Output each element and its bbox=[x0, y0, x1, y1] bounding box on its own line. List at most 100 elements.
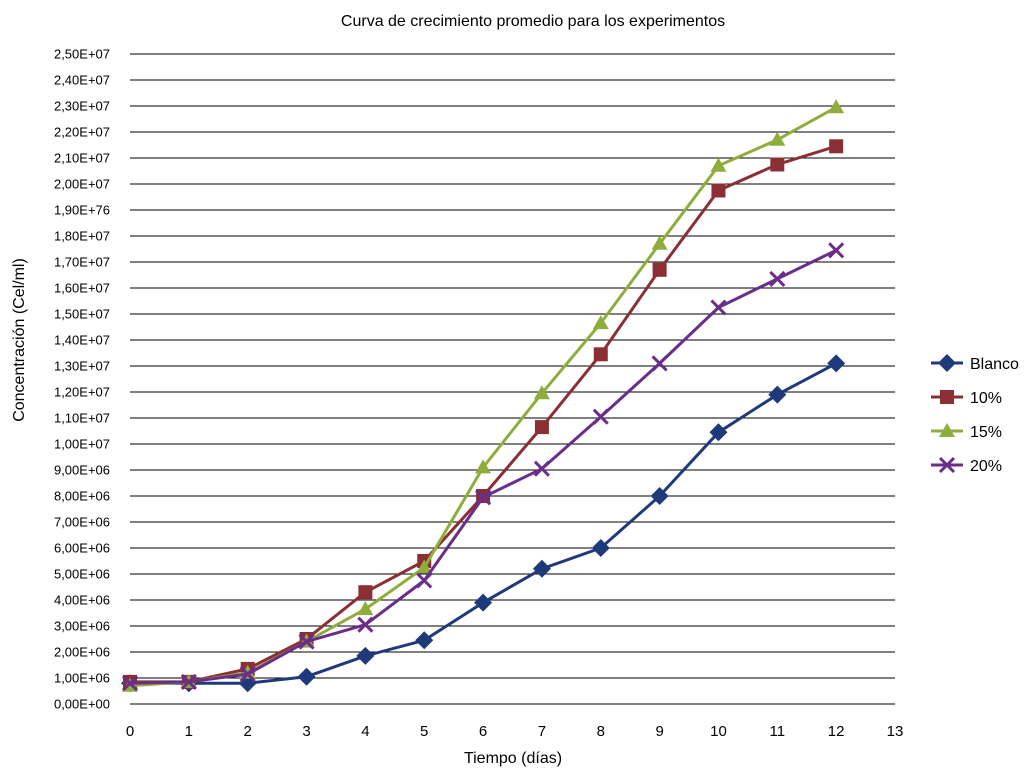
y-tick-label: 9,00E+06 bbox=[54, 463, 110, 478]
marker-stroke bbox=[828, 242, 845, 259]
x-tick-label: 5 bbox=[420, 723, 428, 740]
y-tick-label: 3,00E+06 bbox=[54, 619, 110, 634]
data-point-15pct bbox=[769, 131, 786, 146]
legend-label: 15% bbox=[970, 424, 1002, 441]
data-point-15pct bbox=[828, 99, 845, 114]
data-point-10pct bbox=[358, 585, 373, 600]
data-point-blanco bbox=[709, 423, 728, 442]
x-tick-label: 12 bbox=[828, 723, 845, 740]
x-tick-label: 7 bbox=[538, 723, 546, 740]
data-point-10pct bbox=[534, 420, 549, 435]
y-tick-label: 1,60E+07 bbox=[54, 281, 110, 296]
y-tick-label: 2,50E+07 bbox=[54, 47, 110, 62]
data-point-20pct bbox=[592, 408, 609, 425]
y-tick-label: 1,20E+07 bbox=[54, 385, 110, 400]
series-20pct bbox=[121, 242, 845, 692]
x-tick-label: 8 bbox=[597, 723, 605, 740]
data-point-20pct bbox=[651, 355, 668, 372]
data-point-10pct bbox=[652, 262, 667, 277]
series-blanco bbox=[121, 354, 846, 693]
marker-stroke bbox=[533, 460, 550, 477]
data-point-10pct bbox=[829, 139, 844, 154]
data-point-blanco bbox=[827, 354, 846, 373]
y-tick-label: 1,70E+07 bbox=[54, 255, 110, 270]
marker-stroke bbox=[769, 270, 786, 287]
legend-marker bbox=[940, 390, 954, 404]
y-tick-label: 5,00E+06 bbox=[54, 567, 110, 582]
marker-stroke bbox=[475, 489, 492, 506]
y-tick-label: 1,10E+07 bbox=[54, 411, 110, 426]
data-point-20pct bbox=[357, 616, 374, 633]
y-tick-label: 1,30E+07 bbox=[54, 359, 110, 374]
data-point-20pct bbox=[475, 489, 492, 506]
data-point-20pct bbox=[769, 270, 786, 287]
data-point-15pct bbox=[416, 559, 433, 574]
data-point-15pct bbox=[651, 235, 668, 250]
legend-label: 20% bbox=[970, 458, 1002, 475]
data-point-blanco bbox=[532, 559, 551, 578]
data-point-15pct bbox=[475, 459, 492, 474]
series-layer bbox=[121, 99, 846, 693]
data-point-20pct bbox=[121, 675, 139, 692]
data-point-20pct bbox=[828, 242, 845, 259]
data-point-15pct bbox=[533, 385, 550, 400]
marker-stroke bbox=[651, 355, 668, 372]
x-tick-label: 4 bbox=[361, 723, 369, 740]
series-line-blanco bbox=[130, 362, 837, 685]
marker-stroke bbox=[298, 633, 315, 650]
y-tick-label: 1,00E+07 bbox=[54, 437, 110, 452]
y-tick-label: 1,80E+07 bbox=[54, 229, 110, 244]
x-tick-label: 2 bbox=[244, 723, 252, 740]
data-point-10pct bbox=[711, 183, 726, 198]
data-point-10pct bbox=[593, 347, 608, 362]
legend-item-blanco: Blanco bbox=[931, 354, 1019, 373]
y-tick-label: 7,00E+06 bbox=[54, 515, 110, 530]
y-tick-label: 4,00E+06 bbox=[54, 593, 110, 608]
y-tick-label: 2,30E+07 bbox=[54, 99, 110, 114]
data-point-20pct bbox=[298, 633, 315, 650]
y-tick-label: 2,20E+07 bbox=[54, 125, 110, 140]
legend-marker bbox=[939, 423, 955, 437]
data-point-blanco bbox=[474, 593, 493, 612]
data-point-20pct bbox=[416, 572, 433, 589]
y-axis-ticks: 0,00E+00 1,00E+06 2,00E+06 3,00E+06 4,00E+06… bbox=[54, 47, 110, 712]
x-tick-label: 10 bbox=[710, 723, 727, 740]
x-tick-label: 1 bbox=[185, 723, 193, 740]
data-point-15pct bbox=[710, 157, 727, 172]
data-point-blanco bbox=[415, 631, 434, 650]
legend-marker bbox=[938, 456, 956, 474]
marker-stroke bbox=[239, 666, 256, 683]
data-point-20pct bbox=[710, 299, 727, 316]
y-tick-label: 1,40E+07 bbox=[54, 333, 110, 348]
chart-title: Curva de crecimiento promedio para los e… bbox=[341, 13, 725, 30]
y-tick-label: 2,00E+07 bbox=[54, 177, 110, 192]
data-point-blanco bbox=[650, 487, 669, 505]
marker-stroke bbox=[592, 408, 609, 425]
x-axis-title: Tiempo (días) bbox=[464, 750, 562, 767]
marker-stroke bbox=[710, 299, 727, 316]
marker-stroke bbox=[121, 675, 139, 692]
legend-label: 10% bbox=[970, 390, 1002, 407]
x-tick-label: 6 bbox=[479, 723, 487, 740]
data-point-20pct bbox=[239, 666, 256, 683]
data-point-15pct bbox=[357, 601, 374, 616]
marker-stroke bbox=[938, 456, 956, 474]
marker-stroke bbox=[416, 572, 433, 589]
gridlines bbox=[130, 53, 895, 705]
legend-item-10pct: 10% bbox=[931, 390, 1002, 407]
y-tick-label: 6,00E+06 bbox=[54, 541, 110, 556]
data-point-blanco bbox=[356, 646, 375, 665]
legend-item-15pct: 15% bbox=[931, 423, 1002, 441]
x-tick-label: 0 bbox=[126, 723, 134, 740]
y-tick-label: 2,10E+07 bbox=[54, 151, 110, 166]
data-point-blanco bbox=[591, 539, 610, 557]
legend-marker bbox=[938, 354, 956, 372]
y-tick-label: 1,50E+07 bbox=[54, 307, 110, 322]
data-point-blanco bbox=[297, 667, 316, 686]
x-tick-label: 9 bbox=[655, 723, 663, 740]
y-tick-label: 0,00E+00 bbox=[54, 697, 110, 712]
x-axis-ticks: 0 1 2 3 4 5 6 7 8 9 10 11 12 13 bbox=[126, 723, 904, 740]
marker-stroke bbox=[180, 673, 197, 690]
